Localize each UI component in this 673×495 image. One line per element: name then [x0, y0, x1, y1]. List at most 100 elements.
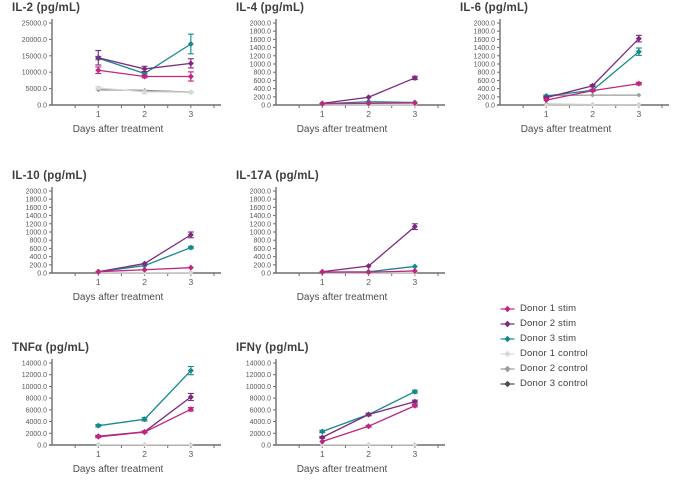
svg-text:25000.0: 25000.0: [22, 21, 47, 28]
svg-text:3: 3: [188, 109, 193, 119]
svg-text:4000.0: 4000.0: [26, 419, 48, 426]
svg-text:400.0: 400.0: [253, 86, 271, 93]
svg-text:800.0: 800.0: [29, 238, 47, 245]
legend-item-donor2-control: Donor 2 control: [500, 361, 588, 376]
legend-item-donor2-stim: Donor 2 stim: [500, 316, 588, 331]
svg-text:2: 2: [142, 109, 147, 119]
svg-text:2: 2: [366, 277, 371, 287]
svg-text:0.0: 0.0: [37, 103, 47, 110]
svg-text:1000.0: 1000.0: [474, 62, 496, 69]
chart-title-il10: IL-10 (pg/mL): [12, 170, 87, 182]
legend-label: Donor 2 control: [520, 363, 588, 374]
svg-text:10000.0: 10000.0: [22, 384, 47, 391]
legend-label: Donor 3 control: [520, 378, 588, 389]
svg-text:1400.0: 1400.0: [250, 213, 272, 220]
svg-text:1600.0: 1600.0: [26, 205, 48, 212]
svg-text:400.0: 400.0: [29, 254, 47, 261]
svg-text:1600.0: 1600.0: [250, 37, 272, 44]
svg-text:0.0: 0.0: [485, 103, 495, 110]
svg-text:3: 3: [188, 277, 193, 287]
chart-panel-il4: IL-4 (pg/mL) 0.0 200.0 400.0 600.0 800.0 1000…: [224, 0, 448, 156]
x-axis-label-il6: Days after treatment: [520, 124, 612, 135]
svg-text:2000.0: 2000.0: [474, 21, 496, 28]
chart-canvas-il17a: 0.0 200.0 400.0 600.0 800.0 1000.0 1200.0 1400.…: [230, 183, 448, 293]
chart-canvas-il6: 0.0 200.0 400.0 600.0 800.0 1000.0 1200.0 1400.…: [454, 15, 673, 125]
svg-text:1800.0: 1800.0: [26, 197, 48, 204]
legend-label: Donor 3 stim: [520, 333, 577, 344]
x-axis-label-il10: Days after treatment: [72, 292, 164, 303]
svg-text:1: 1: [96, 449, 101, 459]
legend-item-donor1-control: Donor 1 control: [500, 346, 588, 361]
chart-title-il17a: IL-17A (pg/mL): [236, 170, 319, 182]
svg-text:3: 3: [636, 109, 641, 119]
svg-text:400.0: 400.0: [253, 254, 271, 261]
svg-text:8000.0: 8000.0: [26, 396, 48, 403]
svg-text:0.0: 0.0: [261, 271, 271, 278]
diamond-marker-icon: [500, 304, 515, 314]
svg-text:5000.0: 5000.0: [26, 86, 48, 93]
chart-panel-ifng: IFNγ (pg/mL) 0.0 2000.0 4000.0 6000.0 8000.0…: [224, 328, 448, 495]
svg-text:20000.0: 20000.0: [22, 37, 47, 44]
legend: Donor 1 stim Donor 2 stim Donor 3 stim D…: [500, 301, 588, 391]
chart-canvas-il4: 0.0 200.0 400.0 600.0 800.0 1000.0 1200.0 1400.…: [230, 15, 448, 125]
svg-text:600.0: 600.0: [29, 246, 47, 253]
svg-text:800.0: 800.0: [253, 238, 271, 245]
svg-text:1400.0: 1400.0: [250, 45, 272, 52]
legend-item-donor1-stim: Donor 1 stim: [500, 301, 588, 316]
svg-text:1600.0: 1600.0: [474, 37, 496, 44]
svg-text:15000.0: 15000.0: [22, 53, 47, 60]
svg-text:6000.0: 6000.0: [250, 407, 272, 414]
svg-text:600.0: 600.0: [253, 246, 271, 253]
chart-canvas-il10: 0.0 200.0 400.0 600.0 800.0 1000.0 1200.0 1400.…: [6, 183, 224, 293]
x-axis-label-tnfa: Days after treatment: [72, 464, 164, 475]
svg-text:3: 3: [412, 277, 417, 287]
svg-text:2000.0: 2000.0: [26, 189, 48, 196]
diamond-marker-icon: [500, 379, 515, 389]
svg-text:3: 3: [188, 449, 193, 459]
chart-panel-il2: IL-2 (pg/mL) 0.0 5000.0 10000.0 15000.0 2000…: [0, 0, 224, 156]
svg-text:1000.0: 1000.0: [26, 230, 48, 237]
svg-text:2: 2: [366, 109, 371, 119]
svg-text:200.0: 200.0: [253, 94, 271, 101]
x-axis-label-ifng: Days after treatment: [296, 464, 388, 475]
svg-text:6000.0: 6000.0: [26, 407, 48, 414]
svg-text:1200.0: 1200.0: [250, 221, 272, 228]
svg-text:1200.0: 1200.0: [250, 53, 272, 60]
svg-text:800.0: 800.0: [253, 70, 271, 77]
svg-text:1: 1: [320, 277, 325, 287]
svg-text:3: 3: [412, 109, 417, 119]
legend-label: Donor 1 control: [520, 348, 588, 359]
svg-text:0.0: 0.0: [261, 443, 271, 450]
chart-title-il4: IL-4 (pg/mL): [236, 2, 305, 14]
svg-text:200.0: 200.0: [253, 262, 271, 269]
svg-text:1: 1: [96, 277, 101, 287]
svg-text:1600.0: 1600.0: [250, 205, 272, 212]
svg-text:14000.0: 14000.0: [22, 361, 47, 368]
chart-title-il6: IL-6 (pg/mL): [460, 2, 529, 14]
svg-text:0.0: 0.0: [37, 271, 47, 278]
svg-text:1800.0: 1800.0: [250, 197, 272, 204]
svg-text:1: 1: [96, 109, 101, 119]
svg-text:600.0: 600.0: [253, 78, 271, 85]
svg-text:1400.0: 1400.0: [474, 45, 496, 52]
x-axis-label-il17a: Days after treatment: [296, 292, 388, 303]
svg-text:0.0: 0.0: [37, 443, 47, 450]
svg-text:400.0: 400.0: [477, 86, 495, 93]
legend-label: Donor 2 stim: [520, 318, 577, 329]
svg-text:2: 2: [142, 277, 147, 287]
chart-panel-il10: IL-10 (pg/mL) 0.0 200.0 400.0 600.0 800.0 100…: [0, 156, 224, 328]
svg-text:10000.0: 10000.0: [22, 70, 47, 77]
svg-text:2000.0: 2000.0: [250, 431, 272, 438]
svg-text:1: 1: [544, 109, 549, 119]
svg-text:1800.0: 1800.0: [250, 29, 272, 36]
svg-text:1: 1: [320, 449, 325, 459]
svg-text:2000.0: 2000.0: [250, 189, 272, 196]
diamond-marker-icon: [500, 334, 515, 344]
chart-title-il2: IL-2 (pg/mL): [12, 2, 81, 14]
svg-text:3: 3: [412, 449, 417, 459]
svg-text:10000.0: 10000.0: [246, 384, 271, 391]
svg-text:12000.0: 12000.0: [22, 372, 47, 379]
svg-text:8000.0: 8000.0: [250, 396, 272, 403]
